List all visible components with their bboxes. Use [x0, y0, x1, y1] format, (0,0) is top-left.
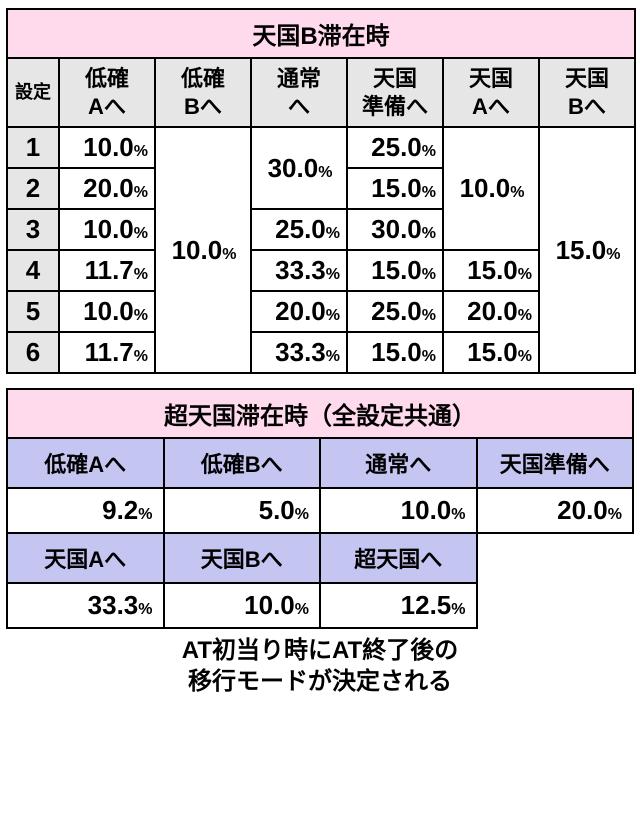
- table1-header-row: 設定 低確Aへ 低確Bへ 通常へ 天国準備へ 天国Aへ 天国Bへ: [7, 58, 635, 127]
- table2-title-row: 超天国滞在時（全設定共通）: [7, 389, 633, 438]
- cell: 15.0%: [443, 250, 539, 291]
- t2-col-4: 天国Aへ: [7, 533, 164, 583]
- footer-line-2: 移行モードが決定される: [188, 668, 452, 695]
- empty-cell: [477, 533, 634, 628]
- cell: 9.2%: [7, 488, 164, 533]
- table2-title: 超天国滞在時（全設定共通）: [7, 389, 633, 438]
- cell: 10.0%: [59, 291, 155, 332]
- cell: 33.3%: [7, 583, 164, 628]
- col-tengoku-b-dest: 天国Bへ: [539, 58, 635, 127]
- cell: 25.0%: [251, 209, 347, 250]
- col-teikaku-b: 低確Bへ: [155, 58, 251, 127]
- cell: 11.7%: [59, 332, 155, 373]
- footer-note: AT初当り時にAT終了後の 移行モードが決定される: [6, 635, 634, 697]
- setting-2: 2: [7, 168, 59, 209]
- cell-tengoku-b-merged: 15.0%: [539, 127, 635, 373]
- col-tengoku-a: 天国Aへ: [443, 58, 539, 127]
- cell: 15.0%: [347, 332, 443, 373]
- table1-title-row: 天国B滞在時: [7, 9, 635, 58]
- setting-3: 3: [7, 209, 59, 250]
- cell: 25.0%: [347, 127, 443, 168]
- table2-header-row-1: 低確Aへ 低確Bへ 通常へ 天国準備へ: [7, 438, 633, 488]
- cell: 10.0%: [320, 488, 477, 533]
- col-junbi: 天国準備へ: [347, 58, 443, 127]
- footer-line-1: AT初当り時にAT終了後の: [182, 637, 458, 664]
- cell: 20.0%: [251, 291, 347, 332]
- table2-header-row-2: 天国Aへ 天国Bへ 超天国へ: [7, 533, 633, 583]
- cell: 20.0%: [477, 488, 634, 533]
- col-tsuujou: 通常へ: [251, 58, 347, 127]
- col-teikaku-a: 低確Aへ: [59, 58, 155, 127]
- t2-col-0: 低確Aへ: [7, 438, 164, 488]
- table-chou-tengoku: 超天国滞在時（全設定共通） 低確Aへ 低確Bへ 通常へ 天国準備へ 9.2% 5…: [6, 388, 634, 629]
- cell: 10.0%: [164, 583, 321, 628]
- cell: 11.7%: [59, 250, 155, 291]
- t2-col-1: 低確Bへ: [164, 438, 321, 488]
- table-row: 1 10.0% 10.0% 30.0% 25.0% 10.0% 15.0%: [7, 127, 635, 168]
- cell: 12.5%: [320, 583, 477, 628]
- cell: 10.0%: [59, 209, 155, 250]
- table-tengoku-b: 天国B滞在時 設定 低確Aへ 低確Bへ 通常へ 天国準備へ 天国Aへ 天国Bへ …: [6, 8, 636, 374]
- cell-tengoku-a-123: 10.0%: [443, 127, 539, 250]
- cell: 25.0%: [347, 291, 443, 332]
- setting-1: 1: [7, 127, 59, 168]
- cell: 20.0%: [443, 291, 539, 332]
- setting-4: 4: [7, 250, 59, 291]
- table1-title: 天国B滞在時: [7, 9, 635, 58]
- t2-col-5: 天国Bへ: [164, 533, 321, 583]
- cell-tsuujou-12: 30.0%: [251, 127, 347, 209]
- cell-teikaku-b-merged: 10.0%: [155, 127, 251, 373]
- t2-col-3: 天国準備へ: [477, 438, 634, 488]
- table2-value-row-1: 9.2% 5.0% 10.0% 20.0%: [7, 488, 633, 533]
- cell: 5.0%: [164, 488, 321, 533]
- setting-5: 5: [7, 291, 59, 332]
- cell: 33.3%: [251, 332, 347, 373]
- t2-col-6: 超天国へ: [320, 533, 477, 583]
- t2-col-2: 通常へ: [320, 438, 477, 488]
- cell: 10.0%: [59, 127, 155, 168]
- row-header-label: 設定: [7, 58, 59, 127]
- cell: 30.0%: [347, 209, 443, 250]
- cell: 20.0%: [59, 168, 155, 209]
- cell: 33.3%: [251, 250, 347, 291]
- cell: 15.0%: [347, 250, 443, 291]
- setting-6: 6: [7, 332, 59, 373]
- cell: 15.0%: [443, 332, 539, 373]
- cell: 15.0%: [347, 168, 443, 209]
